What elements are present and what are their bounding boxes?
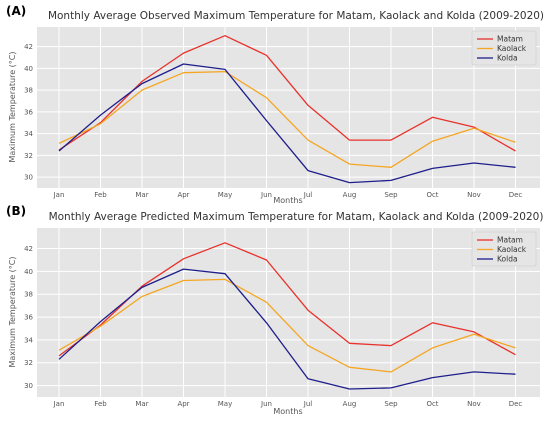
legend-label-kaolack: Kaolack [497, 44, 527, 53]
x-tick-label: Dec [509, 191, 523, 199]
x-tick-label: Jul [303, 191, 313, 199]
chart-title-b: Monthly Average Predicted Maximum Temper… [49, 211, 544, 223]
y-tick-label: 40 [24, 65, 33, 73]
y-tick-label: 32 [24, 359, 33, 367]
x-tick-label: Dec [509, 400, 523, 408]
plot-area-b [37, 228, 540, 397]
tick-labels-b: 30 32 34 36 38 40 42 Jan Feb Mar Apr May Jun Jul Aug Se… [24, 245, 522, 408]
x-tick-label: Mar [135, 400, 148, 408]
y-tick-label: 40 [24, 268, 33, 276]
series-lines-a [58, 35, 516, 184]
chart-panel-b: (B) Monthly Average Predicted Maximum Te… [6, 204, 543, 416]
y-tick-label: 42 [24, 245, 33, 253]
x-tick-label: Jan [53, 191, 65, 199]
x-tick-label: Apr [177, 400, 189, 408]
y-tick-label: 38 [24, 87, 33, 95]
x-tick-label: May [218, 191, 232, 199]
y-tick-label: 34 [24, 130, 33, 138]
panel-label-b: (B) [6, 204, 26, 218]
legend-label-matam: Matam [497, 35, 523, 44]
x-tick-label: Aug [343, 191, 357, 199]
gridlines-a [37, 27, 540, 188]
series-line-kaolack-a [58, 70, 516, 168]
x-axis-label-b: Months [273, 407, 302, 416]
legend-label-matam: Matam [497, 236, 523, 245]
tick-labels-a: 30 32 34 36 38 40 42 Jan Feb Mar Apr May Jun Jul Aug Se… [24, 43, 522, 199]
x-tick-label: Sep [384, 400, 398, 408]
x-tick-label: Jun [260, 191, 272, 199]
x-tick-label: Nov [467, 191, 481, 199]
y-tick-label: 30 [24, 382, 33, 390]
y-tick-label: 34 [24, 336, 33, 344]
series-line-kaolack-b [58, 278, 516, 373]
x-tick-label: Jan [53, 400, 65, 408]
panel-label-a: (A) [6, 4, 26, 18]
x-axis-label-a: Months [273, 196, 302, 205]
y-axis-label-a: Maximum Temperature (°C) [8, 51, 17, 162]
legend-label-kolda: Kolda [497, 54, 518, 63]
legend-label-kolda: Kolda [497, 255, 518, 264]
y-axis-label-b: Maximum Temperature (°C) [8, 256, 17, 367]
x-tick-label: Mar [135, 191, 148, 199]
x-tick-label: May [218, 400, 232, 408]
series-line-kolda-a [58, 63, 516, 184]
chart-title-a: Monthly Average Observed Maximum Tempera… [48, 10, 544, 22]
series-line-kolda-b [58, 268, 516, 390]
x-tick-label: Feb [94, 400, 107, 408]
y-tick-label: 36 [24, 108, 33, 116]
gridlines-b [37, 228, 540, 397]
x-tick-label: Oct [426, 191, 438, 199]
chart-panel-a: (A) Monthly Average Observed Maximum Tem… [6, 4, 544, 205]
y-tick-label: 42 [24, 43, 33, 51]
y-tick-label: 36 [24, 314, 33, 322]
legend-label-kaolack: Kaolack [497, 245, 527, 254]
x-tick-label: Oct [426, 400, 438, 408]
y-tick-label: 30 [24, 174, 33, 182]
x-tick-label: Sep [384, 191, 398, 199]
x-tick-label: Aug [343, 400, 357, 408]
x-tick-label: Feb [94, 191, 107, 199]
series-lines-b [58, 242, 516, 390]
x-tick-label: Nov [467, 400, 481, 408]
x-tick-label: Jul [303, 400, 313, 408]
x-tick-label: Jun [260, 400, 272, 408]
x-tick-label: Apr [177, 191, 189, 199]
y-tick-label: 38 [24, 291, 33, 299]
y-tick-label: 32 [24, 152, 33, 160]
